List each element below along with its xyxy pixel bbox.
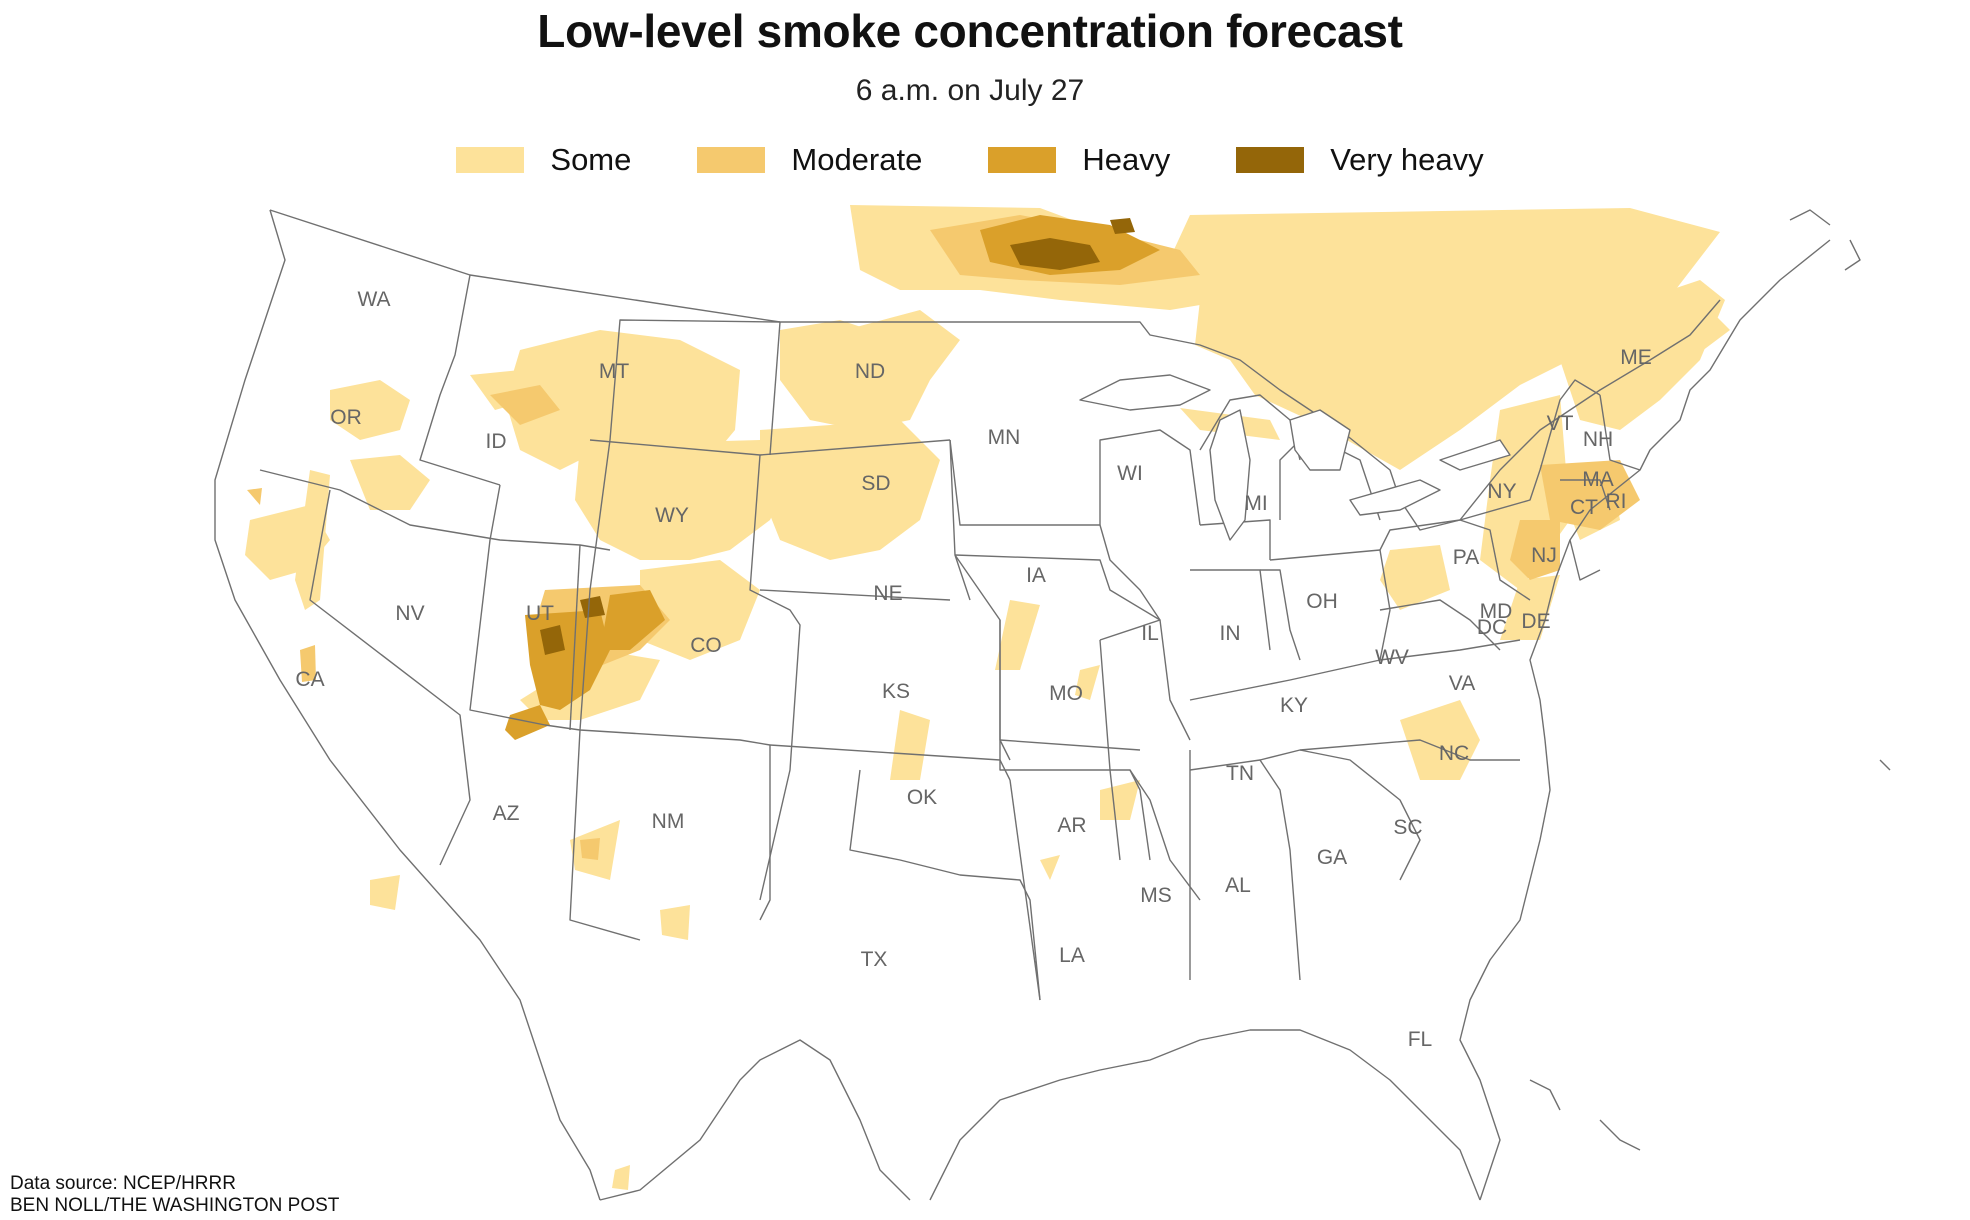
state-label-ma: MA <box>1582 468 1614 491</box>
state-labels: WA OR CA ID NV MT WY UT AZ CO NM ND SD N… <box>295 288 1651 1051</box>
state-label-dc: DC <box>1477 616 1507 639</box>
state-label-nc: NC <box>1439 742 1469 765</box>
state-label-mi: MI <box>1244 492 1267 515</box>
chart-title: Low-level smoke concentration forecast <box>537 5 1403 57</box>
legend-item-moderate: Moderate <box>697 142 922 178</box>
state-label-me: ME <box>1620 346 1652 369</box>
legend-swatch-some <box>456 147 525 173</box>
state-label-al: AL <box>1225 874 1251 897</box>
source-line-credit: BEN NOLL/THE WASHINGTON POST <box>10 1195 340 1216</box>
state-label-id: ID <box>486 430 507 453</box>
state-label-wy: WY <box>655 504 689 527</box>
state-label-or: OR <box>330 406 362 429</box>
smoke-some <box>245 205 1730 1190</box>
state-label-ct: CT <box>1570 496 1598 519</box>
state-label-ms: MS <box>1140 884 1172 907</box>
state-label-il: IL <box>1141 622 1159 645</box>
smoke-very-heavy <box>540 218 1135 655</box>
state-label-ks: KS <box>882 680 910 703</box>
state-label-la: LA <box>1059 944 1085 967</box>
legend-swatch-very-heavy <box>1236 147 1305 173</box>
state-label-mo: MO <box>1049 682 1083 705</box>
legend-swatch-heavy <box>988 147 1057 173</box>
state-label-nm: NM <box>652 810 685 833</box>
state-label-vt: VT <box>1547 412 1574 435</box>
state-label-ok: OK <box>907 786 937 809</box>
smoke-layer <box>245 205 1730 1190</box>
state-label-wv: WV <box>1375 646 1409 669</box>
state-label-ar: AR <box>1057 814 1086 837</box>
chart-subtitle: 6 a.m. on July 27 <box>855 74 1085 107</box>
state-label-ny: NY <box>1487 480 1516 503</box>
state-label-ky: KY <box>1280 694 1308 717</box>
state-label-va: VA <box>1449 672 1475 695</box>
state-label-wa: WA <box>357 288 390 311</box>
state-label-ne: NE <box>873 582 902 605</box>
source-note: Data source: NCEP/HRRR BEN NOLL/THE WASH… <box>10 1173 339 1217</box>
state-label-in: IN <box>1220 622 1241 645</box>
state-label-co: CO <box>690 634 722 657</box>
state-label-ia: IA <box>1026 564 1046 587</box>
state-label-md: MD <box>1480 600 1513 623</box>
source-line-data: Data source: NCEP/HRRR <box>10 1173 236 1194</box>
legend-item-very-heavy: Very heavy <box>1236 142 1484 178</box>
legend-item-some: Some <box>456 142 631 178</box>
state-borders <box>214 209 1891 1201</box>
legend: Some Moderate Heavy Very heavy <box>0 142 1940 178</box>
state-label-pa: PA <box>1453 546 1479 569</box>
state-label-nj: NJ <box>1531 544 1557 567</box>
legend-label-very-heavy: Very heavy <box>1330 142 1484 177</box>
state-label-tn: TN <box>1226 762 1254 785</box>
state-label-mt: MT <box>599 360 629 383</box>
state-label-nh: NH <box>1583 428 1613 451</box>
state-label-wi: WI <box>1117 462 1143 485</box>
legend-label-heavy: Heavy <box>1082 142 1171 177</box>
state-label-oh: OH <box>1306 590 1338 613</box>
state-label-tx: TX <box>861 948 888 971</box>
state-label-mn: MN <box>988 426 1021 449</box>
state-label-sd: SD <box>861 472 890 495</box>
legend-item-heavy: Heavy <box>988 142 1170 178</box>
legend-swatch-moderate <box>697 147 766 173</box>
state-label-ri: RI <box>1606 490 1627 513</box>
state-label-nv: NV <box>395 602 424 625</box>
state-label-nd: ND <box>855 360 885 383</box>
state-label-ca: CA <box>295 668 324 691</box>
state-label-fl: FL <box>1408 1028 1433 1051</box>
state-label-sc: SC <box>1393 816 1422 839</box>
state-label-ut: UT <box>526 602 554 625</box>
legend-label-moderate: Moderate <box>791 142 923 177</box>
state-label-de: DE <box>1521 610 1550 633</box>
state-label-ga: GA <box>1317 846 1347 869</box>
legend-label-some: Some <box>550 142 632 177</box>
state-label-az: AZ <box>493 802 520 825</box>
